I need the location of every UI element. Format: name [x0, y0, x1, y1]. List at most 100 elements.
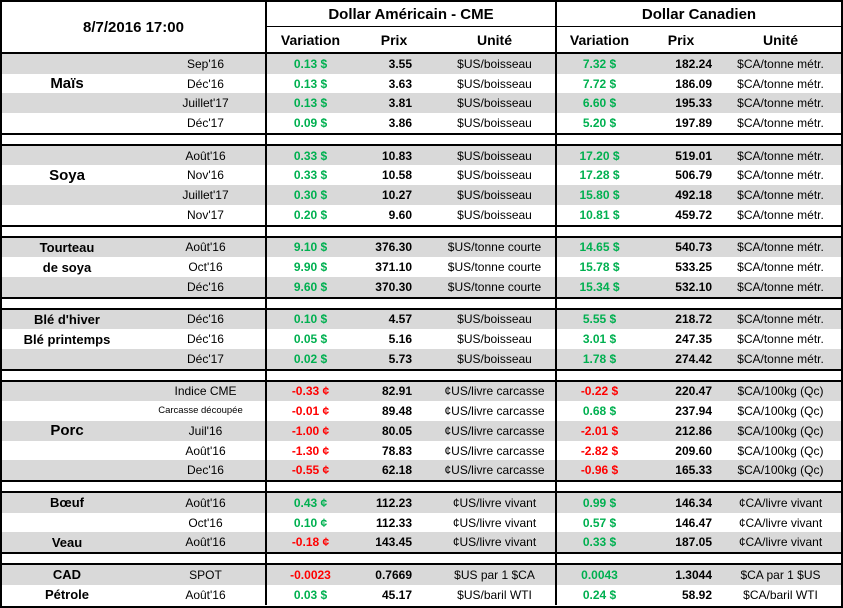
commodity-label	[2, 441, 132, 461]
ca-price: 247.35	[675, 332, 712, 347]
us-unit: $US/boisseau	[434, 348, 557, 369]
commodity-label	[2, 349, 132, 369]
ca-variation: 17.20 $	[579, 148, 620, 163]
us-unit: ¢US/livre carcasse	[434, 440, 557, 461]
ca-unit: $CA/tonne métr.	[737, 312, 824, 327]
section-separator	[2, 480, 841, 494]
contract-month: SPOT	[132, 565, 267, 585]
us-unit: $US/boisseau	[434, 204, 557, 225]
ca-price: 218.72	[675, 312, 712, 327]
us-unit: $US/boisseau	[434, 185, 557, 205]
us-variation: 0.02 $	[293, 351, 328, 366]
contract-month: Juillet'17	[132, 93, 267, 114]
us-variation: 9.10 $	[293, 240, 328, 255]
cad-price-header: Prix	[667, 31, 695, 48]
commodity-label: Veau	[51, 534, 83, 550]
ca-unit: $CA/100kg (Qc)	[737, 384, 824, 399]
us-unit: ¢US/livre carcasse	[434, 381, 557, 402]
contract-month: Août'16	[132, 237, 267, 258]
table-row: CAD SPOT -0.0023 0.7669 $US par 1 $CA 0.0043 1…	[2, 565, 841, 585]
commodity-label	[2, 460, 132, 480]
ca-price: 187.05	[675, 535, 712, 550]
table-row: Carcasse découpée -0.01 ¢ 89.48 ¢US/livre c…	[2, 401, 841, 421]
separator-left-segment	[2, 226, 267, 236]
ca-variation: -0.22 $	[580, 384, 619, 399]
us-unit: ¢US/livre vivant	[434, 512, 557, 533]
commodity-label	[2, 146, 132, 166]
ca-price: 533.25	[675, 260, 712, 275]
ca-unit: $CA/tonne métr.	[737, 279, 824, 294]
contract-month: Août'16	[132, 440, 267, 461]
ca-unit: $CA/100kg (Qc)	[737, 443, 824, 458]
section-separator	[2, 132, 841, 146]
ca-price: 506.79	[675, 168, 712, 183]
separator-left-segment	[2, 134, 267, 144]
contract-month: Juil'16	[132, 421, 267, 441]
section-separator	[2, 368, 841, 382]
us-price: 376.30	[375, 240, 412, 255]
ca-price: 212.86	[675, 423, 712, 438]
commodity-label	[2, 513, 132, 533]
contract-month: Carcasse découpée	[132, 401, 267, 421]
us-unit: $US/boisseau	[434, 309, 557, 330]
us-unit: $US/baril WTI	[434, 584, 557, 605]
us-variation: 9.90 $	[293, 260, 328, 275]
us-price: 5.16	[388, 332, 412, 347]
contract-month: Indice CME	[132, 381, 267, 402]
us-unit: $US/tonne courte	[434, 237, 557, 258]
ca-unit: $CA par 1 $US	[740, 567, 821, 582]
ca-variation: 0.24 $	[582, 587, 617, 602]
ca-variation: -0.96 $	[580, 463, 619, 478]
table-header: 8/7/2016 17:00 Dollar Américain - CME Do…	[2, 2, 841, 54]
table-row: Juillet'17 0.30 $ 10.27 $US/boisseau 15.80 $…	[2, 185, 841, 205]
us-variation: 0.03 $	[293, 587, 328, 602]
contract-month: Déc'17	[132, 348, 267, 369]
us-price: 82.91	[381, 384, 412, 399]
ca-variation: 3.01 $	[582, 332, 617, 347]
cad-variation-header: Variation	[569, 31, 630, 48]
contract-month: Août'16	[132, 532, 267, 553]
us-variation: 0.13 $	[293, 96, 328, 111]
section-separator	[2, 296, 841, 310]
us-variation: 0.20 $	[293, 207, 328, 222]
ca-variation: -2.01 $	[580, 423, 619, 438]
ca-unit: $CA/tonne métr.	[737, 240, 824, 255]
table-row: Dec'16 -0.55 ¢ 62.18 ¢US/livre carcasse -0.9…	[2, 460, 841, 481]
us-price: 9.60	[388, 207, 412, 222]
ca-price: 237.94	[675, 404, 712, 419]
ca-variation: 14.65 $	[579, 240, 620, 255]
table-row: Sep'16 0.13 $ 3.55 $US/boisseau 7.32 $ 182.24…	[2, 54, 841, 74]
us-variation: -0.55 ¢	[291, 463, 330, 478]
contract-month: Déc'17	[132, 113, 267, 133]
separator-us-segment	[267, 298, 557, 308]
us-price: 370.30	[375, 279, 412, 294]
ca-unit: $CA/tonne métr.	[737, 148, 824, 163]
section-separator	[2, 552, 841, 566]
table-row: Pétrole Août'16 0.03 $ 45.17 $US/baril WTI 0.…	[2, 584, 841, 605]
contract-month: Oct'16	[132, 512, 267, 533]
usd-price-header: Prix	[380, 31, 408, 48]
ca-unit: ¢CA/livre vivant	[738, 495, 823, 510]
ca-unit: $CA/tonne métr.	[737, 56, 824, 71]
ca-price: 165.33	[675, 463, 712, 478]
contract-month: Déc'16	[132, 73, 267, 94]
ca-unit: $CA/100kg (Qc)	[737, 463, 824, 478]
ca-price: 459.72	[675, 207, 712, 222]
commodity-label	[2, 277, 132, 297]
cad-group-header: Dollar Canadien	[557, 2, 841, 27]
commodity-label: de soya	[42, 259, 92, 275]
us-unit: $US/boisseau	[434, 329, 557, 349]
us-variation: 0.30 $	[293, 187, 328, 202]
separator-left-segment	[2, 370, 267, 380]
us-price: 10.27	[381, 187, 412, 202]
us-variation: -1.30 ¢	[291, 443, 330, 458]
table-row: Blé d'hiver Déc'16 0.10 $ 4.57 $US/boisseau 5…	[2, 309, 841, 330]
us-price: 45.17	[381, 587, 412, 602]
us-variation: 9.60 $	[293, 279, 328, 294]
contract-month: Déc'16	[132, 309, 267, 330]
table-row: Août'16 0.33 $ 10.83 $US/boisseau 17.20 $ 519…	[2, 145, 841, 166]
contract-month: Oct'16	[132, 257, 267, 277]
ca-variation: 15.34 $	[579, 279, 620, 294]
us-unit: ¢US/livre vivant	[434, 493, 557, 513]
ca-variation: 17.28 $	[579, 168, 620, 183]
